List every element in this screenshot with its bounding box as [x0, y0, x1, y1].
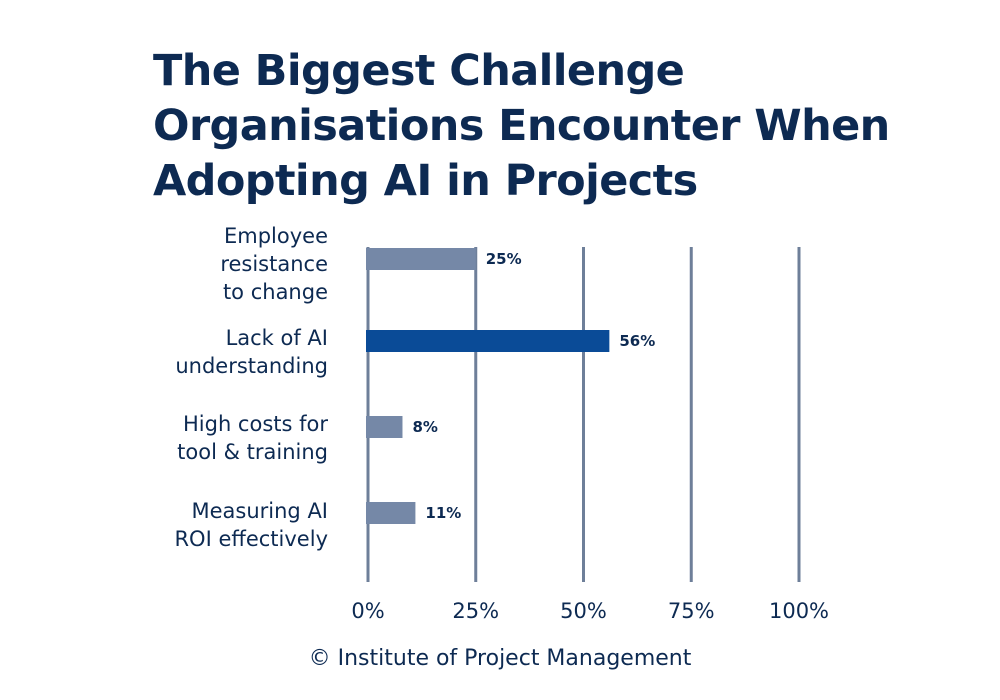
category-label-line: High costs for [182, 412, 328, 436]
x-tick-label-0: 0% [351, 599, 385, 623]
bar-0 [366, 248, 476, 270]
x-tick-label-3: 75% [667, 599, 715, 623]
value-label-0: 25% [485, 250, 522, 268]
chart-title: The Biggest Challenge Organisations Enco… [153, 46, 890, 206]
value-label-3: 11% [425, 504, 462, 522]
x-tick-label-1: 25% [452, 599, 500, 623]
category-label-line: understanding [175, 354, 328, 378]
category-label-2: High costs for tool & training [177, 410, 328, 466]
source-credit: © Institute of Project Management [308, 646, 692, 671]
bar-1 [366, 330, 610, 352]
x-tick-label-4: 100% [768, 599, 830, 623]
category-label-line: Employee [223, 224, 328, 248]
category-label-0: Employee resistance to change [220, 222, 328, 306]
x-tick-label-2: 50% [560, 599, 607, 623]
bar-3 [366, 502, 416, 524]
value-label-2: 8% [412, 418, 438, 436]
bars [366, 248, 610, 524]
category-label-line: Measuring AI [191, 499, 329, 523]
category-label-3: Measuring AI ROI effectively [174, 497, 328, 553]
category-label-line: to change [222, 280, 328, 304]
gridlines [366, 247, 801, 582]
category-label-line: Lack of AI [225, 326, 328, 350]
category-label-line: ROI effectively [174, 527, 328, 551]
category-label-line: resistance [220, 252, 328, 276]
category-label-line: tool & training [177, 440, 328, 464]
bar-2 [366, 416, 403, 438]
category-label-1: Lack of AI understanding [175, 324, 328, 380]
value-label-1: 56% [619, 332, 656, 350]
